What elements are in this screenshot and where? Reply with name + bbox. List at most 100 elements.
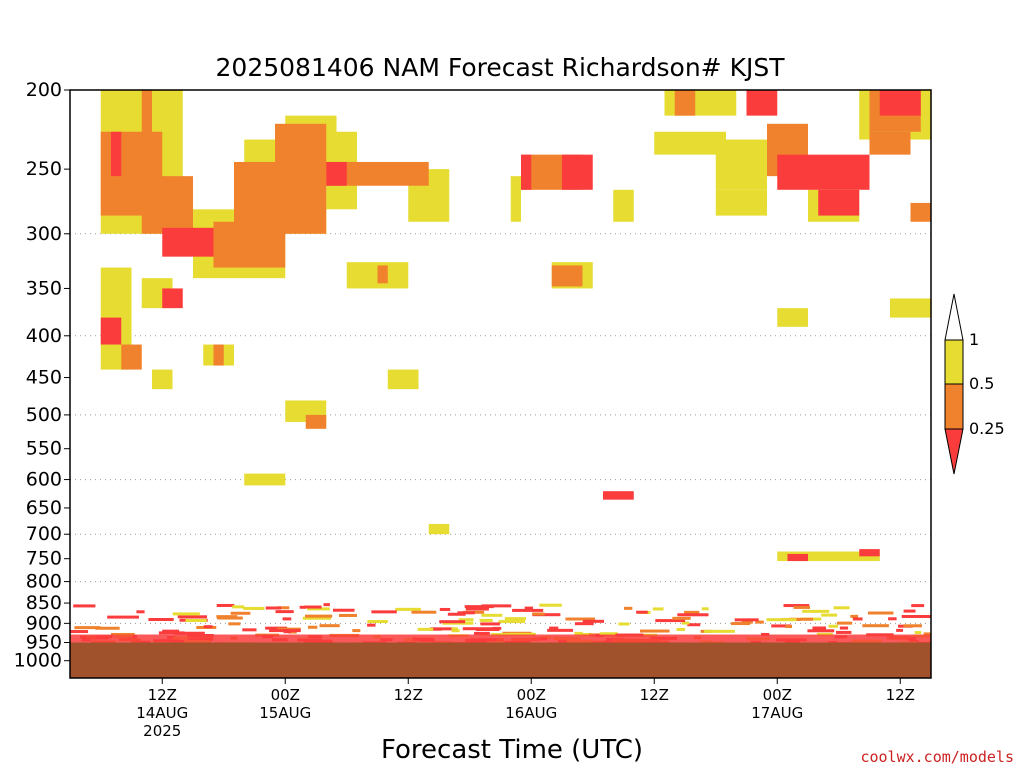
plot-frame — [69, 89, 932, 679]
pbl-streak — [302, 616, 332, 620]
pbl-streak — [532, 613, 561, 617]
pbl-streak — [828, 624, 839, 628]
heatmap-cell — [562, 154, 593, 190]
boundary-layer-streaks — [70, 603, 931, 646]
y-tick-label: 800 — [26, 571, 62, 593]
pbl-streak — [457, 611, 475, 615]
pbl-streak — [451, 629, 460, 633]
x-tick-label: 17AUG — [751, 704, 803, 722]
heatmap-cell — [879, 90, 921, 116]
heatmap-cell — [890, 298, 931, 318]
pbl-streak — [265, 626, 288, 630]
pbl-streak — [636, 610, 648, 614]
gridlines — [70, 233, 931, 624]
pbl-streak — [549, 626, 559, 630]
pbl-streak — [888, 617, 897, 621]
pbl-streak — [136, 610, 145, 614]
heatmap-cell — [654, 131, 726, 155]
pbl-streak — [371, 610, 397, 614]
pbl-streak — [367, 623, 376, 627]
pbl-streak — [480, 622, 500, 626]
pbl-streak — [367, 620, 388, 624]
pbl-streak — [652, 607, 664, 611]
pbl-streak — [465, 607, 489, 611]
legend-bottom-arrow — [944, 428, 964, 475]
pbl-streak — [687, 623, 701, 627]
pbl-streak — [547, 628, 573, 632]
pbl-streak — [242, 628, 257, 632]
pbl-streak — [923, 632, 931, 636]
y-tick-label: 350 — [26, 277, 62, 299]
heatmap-cell — [715, 139, 767, 190]
x-tick-label: 16AUG — [505, 704, 557, 722]
surface-layer-band — [70, 634, 931, 643]
legend-label: 0.5 — [969, 374, 994, 393]
pbl-streak — [73, 604, 96, 608]
pbl-streak — [479, 618, 493, 622]
pbl-streak — [148, 618, 174, 622]
heatmap-cell — [121, 344, 142, 370]
heatmap-cell — [162, 288, 183, 309]
pbl-streak — [307, 607, 330, 611]
heatmap-cell — [162, 227, 214, 257]
pbl-streak — [761, 632, 770, 636]
heatmap-cell — [777, 154, 870, 190]
pbl-streak — [111, 632, 135, 636]
y-tick-label: 300 — [26, 223, 62, 245]
pbl-streak — [172, 612, 200, 616]
pbl-streak — [771, 624, 792, 628]
heatmap-cell — [910, 202, 931, 222]
heatmap-cell — [305, 414, 327, 429]
heatmap-cell — [141, 90, 152, 140]
pbl-streak — [783, 604, 810, 608]
pbl-streak — [481, 604, 512, 608]
pbl-streak — [677, 613, 709, 617]
pbl-streak — [850, 614, 859, 618]
pbl-streak — [896, 628, 904, 632]
ground-fill — [70, 642, 931, 678]
y-tick-label: 200 — [26, 79, 62, 101]
pbl-streak — [74, 626, 101, 630]
y-tick-label: 650 — [26, 497, 62, 519]
pbl-streak — [498, 620, 525, 624]
legend-swatch — [944, 383, 964, 430]
pbl-streak — [624, 606, 633, 610]
pbl-streak — [439, 620, 466, 624]
chart-title: 2025081406 NAM Forecast Richardson# KJST — [216, 53, 786, 82]
heatmap-cell — [428, 523, 450, 535]
heatmap-cell — [603, 491, 634, 500]
pbl-streak — [911, 604, 925, 608]
heatmap-cell — [777, 308, 808, 327]
x-tick-label: 2025 — [143, 722, 181, 740]
pbl-streak — [173, 631, 205, 635]
pbl-streak — [228, 622, 241, 626]
pbl-streak — [524, 606, 534, 610]
pbl-streak — [789, 617, 813, 621]
x-tick-label: 14AUG — [136, 704, 188, 722]
pbl-streak — [282, 617, 292, 621]
pbl-streak — [676, 627, 686, 631]
legend: 1 0.5 0.25 — [944, 293, 1005, 475]
pbl-streak — [565, 617, 596, 621]
y-tick-label: 450 — [26, 367, 62, 389]
heatmap-cell — [715, 189, 767, 216]
heatmap-cell — [859, 549, 880, 557]
x-tick-label: 12Z — [148, 686, 177, 704]
heatmap-cell — [326, 161, 347, 186]
pbl-streak — [177, 615, 208, 619]
pbl-streak — [839, 626, 849, 630]
pbl-streak — [812, 626, 827, 630]
pbl-streak — [269, 629, 301, 633]
pbl-streak — [442, 621, 474, 625]
pbl-streak — [447, 612, 466, 616]
pbl-streak — [903, 624, 922, 628]
pbl-streak — [672, 616, 691, 620]
y-tick-label: 850 — [26, 592, 62, 614]
pbl-streak — [821, 613, 838, 617]
heatmap-cells — [100, 90, 931, 562]
heatmap-cell — [521, 154, 532, 190]
y-tick-label: 250 — [26, 158, 62, 180]
pbl-streak — [599, 632, 618, 636]
